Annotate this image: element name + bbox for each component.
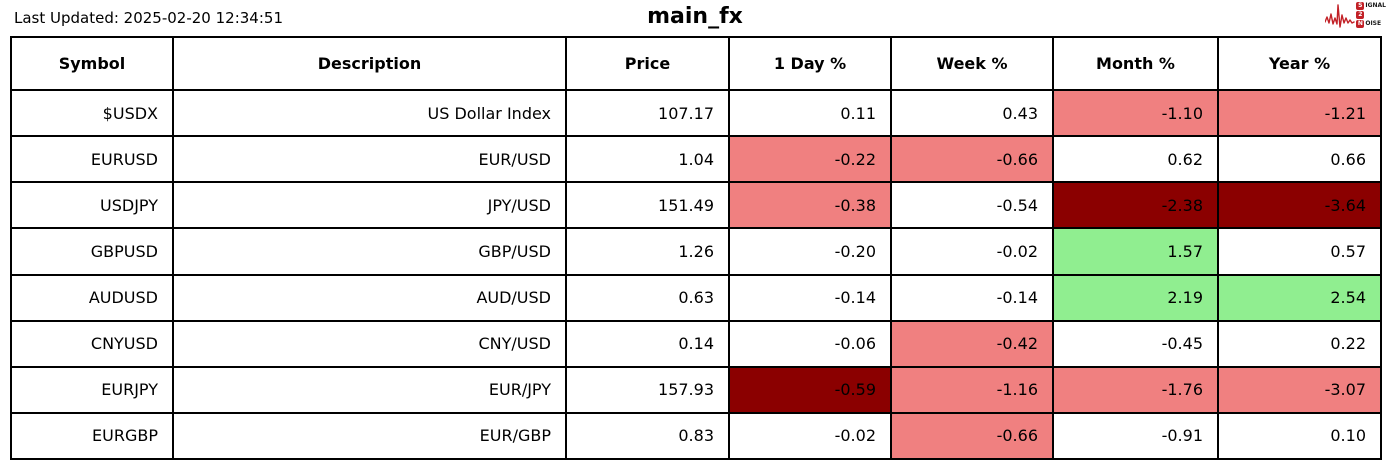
cell-year-pct: 2.54 [1217,273,1382,322]
cell-symbol: EURGBP [10,411,174,461]
table-row-cnyusd: CNYUSD CNY/USD 0.14 -0.06 -0.42 -0.45 0.… [10,319,1382,368]
table-row-audusd: AUDUSD AUD/USD 0.63 -0.14 -0.14 2.19 2.5… [10,273,1382,322]
cell-symbol: USDJPY [10,181,174,230]
table-row-usdjpy: USDJPY JPY/USD 151.49 -0.38 -0.54 -2.38 … [10,181,1382,230]
cell-description: AUD/USD [172,273,567,322]
cell-day-pct: 0.11 [728,88,892,138]
signal-2-noise-logo: S IGNAL 2 N OISE [1325,2,1386,28]
column-header-price: Price [565,36,730,91]
page-title: main_fx [647,4,743,29]
cell-price: 0.83 [565,411,730,461]
cell-day-pct: -0.22 [728,135,892,184]
cell-year-pct: 0.66 [1217,135,1382,184]
cell-month-pct: 0.62 [1052,135,1219,184]
cell-year-pct: 0.57 [1217,227,1382,276]
fx-table: Symbol Description Price 1 Day % Week % … [10,36,1382,461]
column-header-year: Year % [1217,36,1382,91]
logo-line-signal: S IGNAL [1356,2,1386,10]
cell-symbol: AUDUSD [10,273,174,322]
last-updated-timestamp: Last Updated: 2025-02-20 12:34:51 [14,9,283,27]
column-header-description: Description [172,36,567,91]
cell-price: 1.04 [565,135,730,184]
logo-text: S IGNAL 2 N OISE [1356,2,1386,28]
cell-symbol: EURJPY [10,365,174,414]
cell-month-pct: 2.19 [1052,273,1219,322]
header-row: Symbol Description Price 1 Day % Week % … [10,36,1382,91]
cell-month-pct: -0.45 [1052,319,1219,368]
cell-description: JPY/USD [172,181,567,230]
cell-day-pct: -0.59 [728,365,892,414]
column-header-week: Week % [890,36,1054,91]
table-row-eurjpy: EURJPY EUR/JPY 157.93 -0.59 -1.16 -1.76 … [10,365,1382,414]
cell-price: 0.63 [565,273,730,322]
cell-day-pct: -0.06 [728,319,892,368]
cell-price: 151.49 [565,181,730,230]
cell-year-pct: -3.64 [1217,181,1382,230]
cell-description: EUR/JPY [172,365,567,414]
cell-month-pct: -0.91 [1052,411,1219,461]
cell-month-pct: 1.57 [1052,227,1219,276]
logo-badge-s: S [1356,2,1365,10]
cell-week-pct: -0.14 [890,273,1054,322]
cell-month-pct: -1.10 [1052,88,1219,138]
fx-table-header: Symbol Description Price 1 Day % Week % … [10,36,1382,91]
cell-week-pct: -0.66 [890,411,1054,461]
cell-year-pct: -1.21 [1217,88,1382,138]
table-row-usdx: $USDX US Dollar Index 107.17 0.11 0.43 -… [10,88,1382,138]
cell-price: 0.14 [565,319,730,368]
cell-description: EUR/USD [172,135,567,184]
cell-day-pct: -0.38 [728,181,892,230]
logo-line-noise: N OISE [1356,20,1382,28]
cell-description: GBP/USD [172,227,567,276]
table-row-gbpusd: GBPUSD GBP/USD 1.26 -0.20 -0.02 1.57 0.5… [10,227,1382,276]
cell-week-pct: -0.66 [890,135,1054,184]
table-row-eurgbp: EURGBP EUR/GBP 0.83 -0.02 -0.66 -0.91 0.… [10,411,1382,461]
cell-year-pct: 0.10 [1217,411,1382,461]
cell-month-pct: -1.76 [1052,365,1219,414]
logo-badge-n: N [1356,20,1365,28]
cell-description: US Dollar Index [172,88,567,138]
cell-symbol: CNYUSD [10,319,174,368]
cell-price: 157.93 [565,365,730,414]
column-header-symbol: Symbol [10,36,174,91]
cell-day-pct: -0.02 [728,411,892,461]
cell-week-pct: -0.02 [890,227,1054,276]
cell-price: 107.17 [565,88,730,138]
cell-description: EUR/GBP [172,411,567,461]
cell-week-pct: -0.42 [890,319,1054,368]
cell-year-pct: -3.07 [1217,365,1382,414]
cell-week-pct: -1.16 [890,365,1054,414]
cell-day-pct: -0.20 [728,227,892,276]
logo-line-2: 2 [1356,11,1386,19]
cell-week-pct: -0.54 [890,181,1054,230]
fx-table-body: $USDX US Dollar Index 107.17 0.11 0.43 -… [10,88,1382,461]
heartbeat-waveform-icon [1325,4,1356,28]
column-header-month: Month % [1052,36,1219,91]
cell-symbol: $USDX [10,88,174,138]
logo-badge-2: 2 [1356,11,1365,19]
column-header-day: 1 Day % [728,36,892,91]
cell-symbol: GBPUSD [10,227,174,276]
cell-symbol: EURUSD [10,135,174,184]
cell-day-pct: -0.14 [728,273,892,322]
cell-description: CNY/USD [172,319,567,368]
table-row-eurusd: EURUSD EUR/USD 1.04 -0.22 -0.66 0.62 0.6… [10,135,1382,184]
cell-week-pct: 0.43 [890,88,1054,138]
cell-price: 1.26 [565,227,730,276]
cell-month-pct: -2.38 [1052,181,1219,230]
cell-year-pct: 0.22 [1217,319,1382,368]
